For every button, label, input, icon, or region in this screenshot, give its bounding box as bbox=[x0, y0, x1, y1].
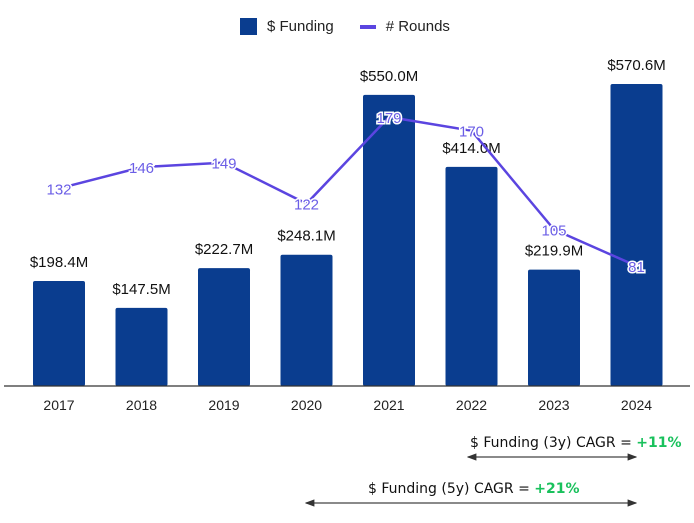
funding-bar bbox=[198, 268, 250, 386]
funding-data-label: $550.0M bbox=[360, 68, 418, 85]
funding-data-label: $222.7M bbox=[195, 241, 253, 258]
funding-legend-label: $ Funding bbox=[267, 18, 334, 35]
x-tick-label: 2018 bbox=[126, 397, 157, 413]
rounds-data-label: 149 bbox=[211, 156, 236, 173]
rounds-data-label: 105 bbox=[541, 223, 566, 240]
rounds-data-label: 170 bbox=[459, 124, 484, 141]
x-tick-label: 2024 bbox=[621, 397, 652, 413]
funding-bar bbox=[115, 307, 168, 386]
funding-bar bbox=[280, 254, 333, 386]
rounds-data-label: 146 bbox=[129, 160, 154, 177]
funding-data-label: $147.5M bbox=[112, 281, 170, 298]
rounds-data-label: 122 bbox=[294, 197, 319, 214]
cagr-5y-text: $ Funding (5y) CAGR = bbox=[368, 481, 535, 497]
rounds-legend-swatch bbox=[359, 24, 376, 29]
rounds-data-label: 132 bbox=[46, 181, 71, 198]
cagr-3y-annotation: $ Funding (3y) CAGR = +11% bbox=[470, 435, 682, 451]
rounds-legend-label: # Rounds bbox=[385, 18, 450, 35]
x-tick-label: 2023 bbox=[538, 397, 569, 413]
cagr-3y-text: $ Funding (3y) CAGR = bbox=[470, 435, 637, 451]
x-tick-label: 2020 bbox=[291, 397, 322, 413]
funding-data-label: $570.6M bbox=[607, 57, 665, 74]
funding-bar bbox=[610, 84, 663, 386]
x-tick-label: 2017 bbox=[43, 397, 74, 413]
rounds-data-label: 179 bbox=[376, 110, 401, 127]
cagr-5y-annotation: $ Funding (5y) CAGR = +21% bbox=[368, 481, 580, 497]
funding-legend-swatch bbox=[240, 18, 257, 35]
funding-bar bbox=[445, 166, 498, 386]
funding-bar bbox=[363, 94, 415, 387]
x-tick-label: 2022 bbox=[456, 397, 487, 413]
x-tick-label: 2021 bbox=[373, 397, 404, 413]
cagr-3y-value: +11% bbox=[636, 435, 682, 451]
funding-data-label: $414.0M bbox=[442, 140, 500, 157]
funding-data-label: $248.1M bbox=[277, 228, 335, 245]
funding-bar bbox=[33, 280, 85, 386]
funding-data-label: $198.4M bbox=[30, 254, 88, 271]
x-tick-label: 2019 bbox=[208, 397, 239, 413]
cagr-5y-value: +21% bbox=[534, 481, 580, 497]
funding-data-label: $219.9M bbox=[525, 243, 583, 260]
rounds-line bbox=[58, 115, 638, 268]
legend: $ Funding # Rounds bbox=[240, 18, 450, 35]
funding-bar bbox=[528, 269, 580, 386]
rounds-data-label: 81 bbox=[628, 259, 645, 276]
